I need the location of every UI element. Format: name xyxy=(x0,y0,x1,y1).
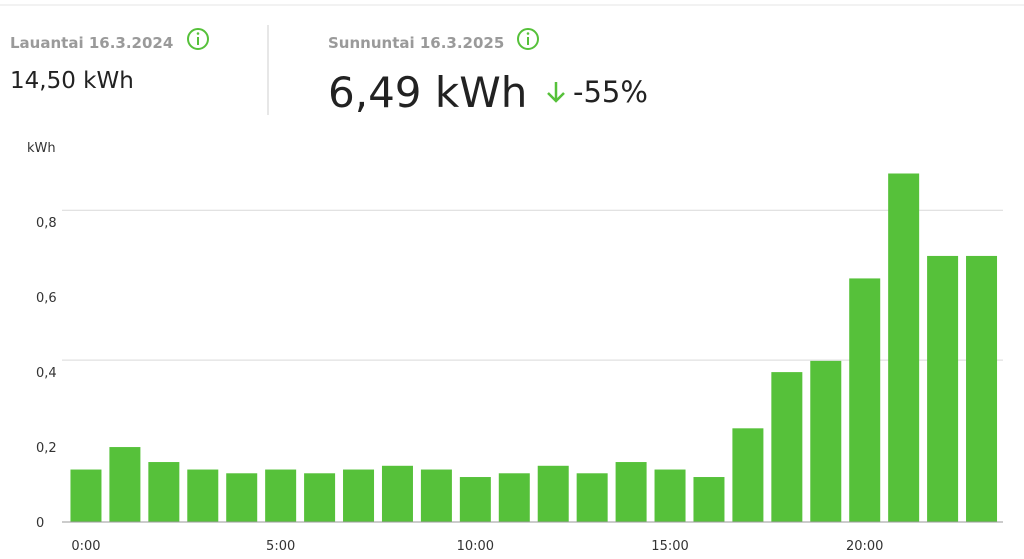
bar xyxy=(109,447,141,522)
bar xyxy=(576,473,608,522)
info-icon[interactable] xyxy=(187,28,209,50)
bar xyxy=(654,469,686,522)
x-tick-label: 5:00 xyxy=(266,539,295,554)
bar xyxy=(381,465,413,522)
current-date: Sunnuntai 16.3.2025 xyxy=(328,34,504,52)
bar xyxy=(966,255,998,523)
bar xyxy=(343,469,375,522)
x-tick-label: 0:00 xyxy=(71,539,100,554)
bar xyxy=(810,360,842,522)
bar xyxy=(849,278,881,522)
bar xyxy=(498,473,530,522)
y-axis-label: kWh xyxy=(27,141,56,156)
bar xyxy=(187,469,219,522)
bar xyxy=(537,465,569,522)
bar xyxy=(148,462,180,522)
y-tick-label: 0,6 xyxy=(36,291,57,306)
bar xyxy=(226,473,258,522)
bar xyxy=(888,173,920,522)
y-tick-label: 0,8 xyxy=(36,216,57,231)
bar xyxy=(927,255,959,523)
bar xyxy=(304,473,336,522)
bar xyxy=(420,469,452,522)
y-tick-label: 0 xyxy=(36,516,44,531)
previous-value: 14,50 kWh xyxy=(10,68,134,94)
bar xyxy=(771,372,803,522)
x-tick-label: 10:00 xyxy=(457,539,494,554)
change: -55% xyxy=(573,75,648,109)
bar xyxy=(732,428,764,522)
bar xyxy=(70,469,102,522)
bar xyxy=(265,469,297,522)
bar xyxy=(459,477,491,522)
bar xyxy=(615,462,647,522)
current-value: 6,49 kWh xyxy=(328,68,527,117)
y-tick-label: 0,4 xyxy=(36,366,57,381)
down-arrow xyxy=(547,82,565,103)
x-tick-label: 20:00 xyxy=(846,539,883,554)
y-tick-label: 0,2 xyxy=(36,441,57,456)
previous-date: Lauantai 16.3.2024 xyxy=(10,34,173,52)
info-icon[interactable] xyxy=(517,28,539,50)
bar xyxy=(693,477,725,522)
x-tick-label: 15:00 xyxy=(651,539,688,554)
